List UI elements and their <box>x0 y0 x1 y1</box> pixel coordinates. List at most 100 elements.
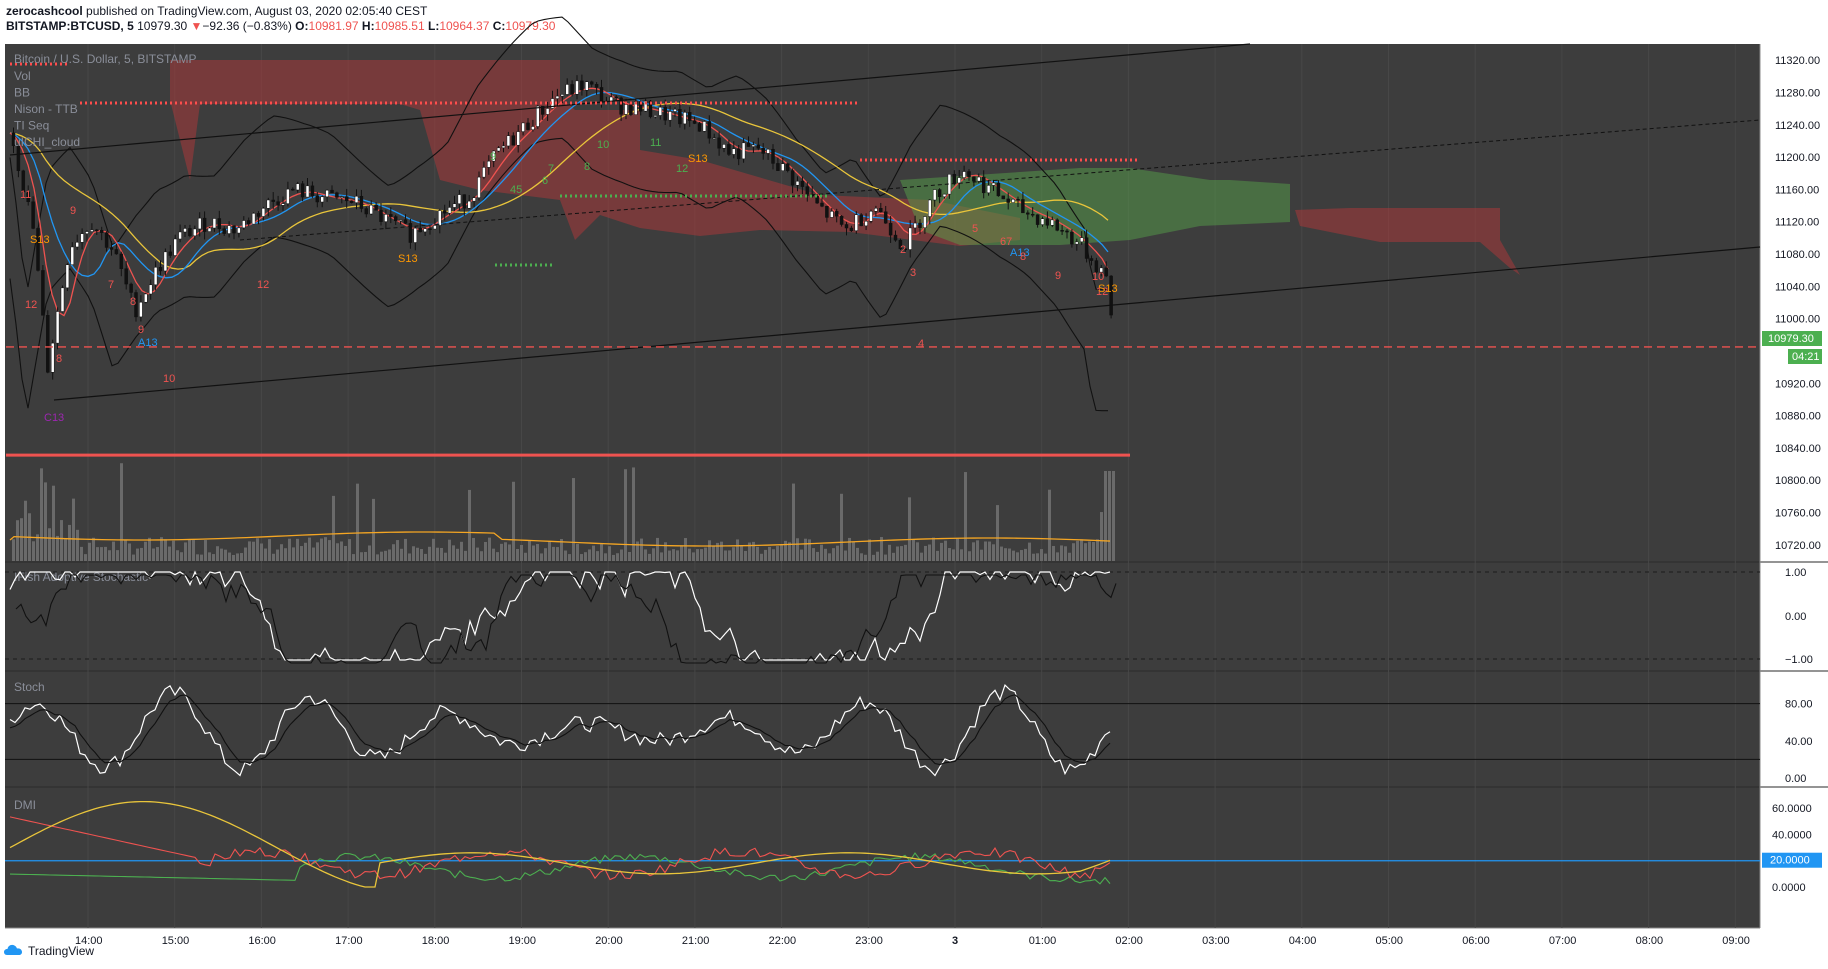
volume-bar <box>792 483 795 561</box>
candle-bear <box>168 251 173 256</box>
price-tick-label: 11160.00 <box>1775 184 1819 196</box>
volume-bar <box>516 548 519 561</box>
candle-bear <box>805 186 810 195</box>
candle-bull <box>482 167 486 178</box>
volume-bar <box>556 547 559 561</box>
trend-line-lower <box>53 246 1761 401</box>
volume-bar <box>460 541 463 561</box>
indicator-label: TI Seq <box>14 119 49 133</box>
candle-bear <box>526 122 530 130</box>
candle-bull <box>242 220 246 229</box>
candle-bear <box>99 230 104 233</box>
volume-bar <box>444 552 447 561</box>
time-tick-label: 22:00 <box>769 935 797 947</box>
volume-bar <box>196 554 199 561</box>
volume-bar <box>900 546 903 561</box>
candle-bear <box>1094 260 1099 273</box>
candle-bear <box>967 171 971 178</box>
symbol-name[interactable]: BITSTAMP:BTCUSD, 5 <box>6 19 134 33</box>
volume-bar <box>420 549 423 561</box>
candle-bull <box>555 95 560 99</box>
candle-bull <box>1050 219 1055 226</box>
candle-bear <box>761 148 765 154</box>
stoch-d-line <box>9 694 1111 766</box>
candle-bear <box>158 267 163 272</box>
candle-bear <box>374 204 378 211</box>
volume-bar <box>20 518 23 561</box>
candle-bear <box>21 170 26 193</box>
low-value: 10964.37 <box>439 19 490 33</box>
volume-bar <box>1012 550 1015 561</box>
volume-bar <box>708 540 711 561</box>
volume-bar <box>824 548 827 561</box>
volume-ma-line <box>9 531 1111 547</box>
candle-bull <box>516 131 520 146</box>
time-tick-label: 14:00 <box>75 935 103 947</box>
candle-bull <box>148 284 153 295</box>
volume-bar <box>596 551 599 561</box>
candle-bull <box>1075 241 1079 245</box>
candle-bear <box>981 176 986 194</box>
volume-bar <box>944 540 947 561</box>
adx-line <box>9 800 1111 888</box>
candle-bear <box>202 217 207 232</box>
candle-bull <box>1079 237 1084 243</box>
volume-bar <box>876 551 879 561</box>
candle-bear <box>1021 199 1025 214</box>
candle-bear <box>1055 219 1059 231</box>
volume-bar <box>36 534 39 561</box>
candle-bear <box>883 211 888 224</box>
candle-bull <box>75 242 79 248</box>
low-label: L: <box>428 19 440 33</box>
volume-bar <box>160 537 163 561</box>
volume-bar <box>44 482 47 561</box>
volume-bar <box>888 544 891 561</box>
dmi-badge-label: 20.0000 <box>1770 855 1810 867</box>
indicator-label: Vol <box>14 69 31 83</box>
candle-bull <box>732 148 736 155</box>
candle-bear <box>771 148 775 164</box>
stoch-tick-label: 0.00 <box>1785 773 1806 785</box>
candle-bull <box>722 144 726 149</box>
volume-bar <box>672 549 675 561</box>
candle-bear <box>692 120 697 124</box>
volume-bar <box>1048 489 1051 561</box>
candle-bear <box>717 137 721 149</box>
candle-bull <box>197 217 202 230</box>
ifish-tick-label: −1.00 <box>1785 654 1813 666</box>
volume-bar <box>676 550 679 561</box>
candle-bull <box>496 147 501 152</box>
time-tick-label: 17:00 <box>335 935 363 947</box>
candle-bull <box>139 301 143 318</box>
publish-line: zerocashcool published on TradingView.co… <box>6 4 427 18</box>
candle-bear <box>129 283 133 293</box>
candle-bull <box>683 112 687 125</box>
candle-bear <box>844 224 849 229</box>
ifish-line <box>9 570 1111 661</box>
td-sequential-label: S13 <box>1098 283 1118 295</box>
candle-bull <box>928 199 932 217</box>
candle-bear <box>1016 199 1020 201</box>
candle-bull <box>487 160 491 168</box>
candle-bear <box>589 81 594 85</box>
volume-bar <box>924 545 927 561</box>
candle-bear <box>217 218 222 229</box>
volume-bar <box>368 545 371 561</box>
volume-bar <box>392 544 395 561</box>
volume-bar <box>64 539 67 561</box>
volume-bar <box>1008 548 1011 561</box>
volume-bar <box>892 552 895 561</box>
price-tick-label: 11120.00 <box>1775 217 1819 229</box>
volume-bar <box>332 495 335 561</box>
volume-bar <box>544 548 547 561</box>
candle-bear <box>893 234 898 241</box>
candle-bear <box>790 170 795 186</box>
candle-bear <box>124 268 128 285</box>
price-tick-label: 11200.00 <box>1775 152 1820 164</box>
trend-line-dashed <box>239 119 1761 241</box>
volume-bar <box>880 537 883 561</box>
author-name[interactable]: zerocashcool <box>6 4 83 18</box>
volume-bar <box>348 539 351 561</box>
candle-bull <box>560 94 565 97</box>
